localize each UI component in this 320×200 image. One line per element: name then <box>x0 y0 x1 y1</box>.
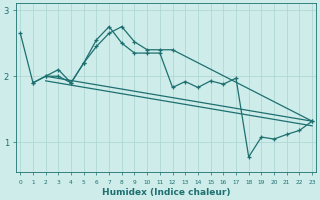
X-axis label: Humidex (Indice chaleur): Humidex (Indice chaleur) <box>102 188 230 197</box>
